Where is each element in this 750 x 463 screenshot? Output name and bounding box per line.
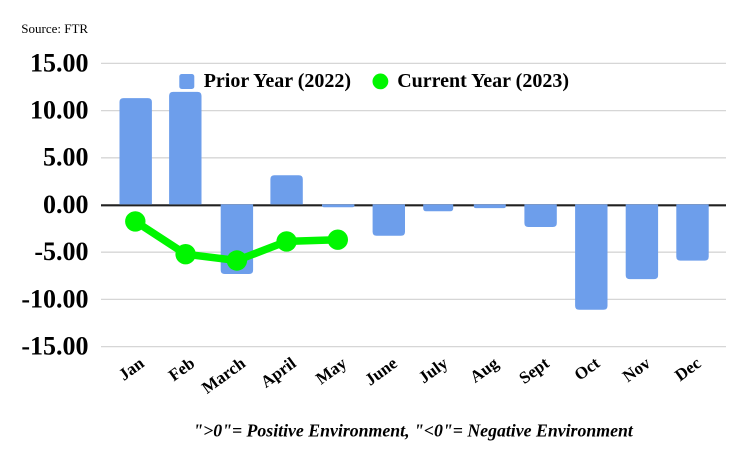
- svg-text:">0"= Positive Environment, "<: ">0"= Positive Environment, "<0"= Negati…: [193, 421, 634, 441]
- svg-text:Source: FTR: Source: FTR: [21, 21, 88, 36]
- svg-text:5.00: 5.00: [43, 143, 89, 172]
- svg-text:-5.00: -5.00: [34, 237, 88, 266]
- svg-text:Current Year (2023): Current Year (2023): [397, 70, 569, 92]
- svg-text:-15.00: -15.00: [21, 332, 88, 361]
- svg-text:-10.00: -10.00: [21, 284, 88, 313]
- svg-text:10.00: 10.00: [30, 96, 89, 125]
- svg-text:Prior Year (2022): Prior Year (2022): [204, 70, 351, 92]
- svg-text:0.00: 0.00: [43, 190, 89, 219]
- svg-text:15.00: 15.00: [30, 48, 89, 77]
